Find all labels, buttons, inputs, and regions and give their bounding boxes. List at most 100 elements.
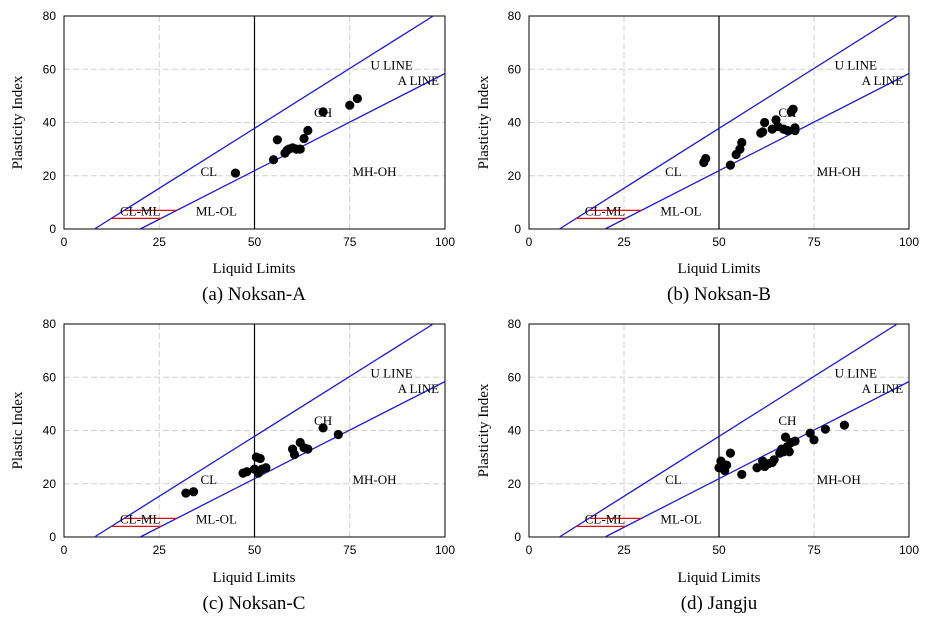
cl-region-label: CL [665,164,682,179]
a-line [604,380,910,538]
data-point [299,133,309,144]
data-point [255,453,265,464]
panel-caption: (d) Jangju [681,593,758,614]
cl-ml-region-label: CL-ML [120,512,161,527]
data-point [809,435,819,445]
data-point [242,467,252,477]
y-tick-label: 20 [508,477,522,491]
data-point [345,100,355,110]
data-point [725,448,736,458]
ml-ol-region-label: ML-OL [196,204,237,219]
data-point [820,424,831,434]
y-tick-label: 40 [508,424,522,438]
x-tick-label: 100 [899,543,919,557]
y-tick-label: 80 [43,9,57,23]
a-line-label: A LINE [862,73,904,88]
x-tick-label: 0 [526,235,533,249]
data-point [289,449,300,460]
x-tick-label: 50 [712,543,726,557]
cl-ml-region-label: CL-ML [585,204,626,219]
data-point [737,469,747,480]
x-tick-label: 25 [153,235,167,249]
u-line [94,15,434,230]
y-tick-label: 60 [508,62,522,76]
y-tick-label: 20 [43,169,57,183]
u-line-label: U LINE [371,57,413,72]
y-tick-label: 40 [43,116,57,130]
ml-ol-region-label: ML-OL [660,512,701,527]
data-point [839,420,850,430]
y-tick-label: 0 [49,222,56,236]
x-tick-label: 50 [248,235,262,249]
data-point [303,444,313,454]
ml-ol-region-label: ML-OL [660,204,701,219]
x-tick-label: 100 [435,543,455,557]
u-line-label: U LINE [371,365,413,380]
y-axis-title: Plasticity Index [476,383,492,477]
x-axis-title: Liquid Limits [213,570,296,586]
y-tick-label: 0 [514,222,521,236]
panel-caption: (c) Noksan-C [203,593,306,614]
panel-d: Plasticity Index Liquid Limits (d) Jangj… [476,317,919,614]
x-tick-label: 75 [343,543,357,557]
data-point [701,153,711,164]
data-point [788,104,798,114]
u-line-label: U LINE [835,365,877,380]
cl-region-label: CL [200,164,217,179]
data-point [318,107,328,117]
x-tick-label: 25 [617,543,631,557]
cl-ml-region-label: CL-ML [585,512,626,527]
cl-region-label: CL [665,472,682,487]
x-tick-label: 0 [61,235,68,249]
mh-oh-region-label: MH-OH [817,472,861,487]
x-tick-label: 0 [526,543,533,557]
y-tick-label: 20 [508,169,522,183]
panel-caption: (a) Noksan-A [202,284,306,305]
u-line-label: U LINE [835,57,877,72]
data-point [318,423,328,433]
x-tick-label: 0 [61,543,68,557]
data-point [758,127,768,137]
x-axis-title: Liquid Limits [678,261,761,277]
data-point [725,160,736,170]
data-point [352,93,362,104]
y-tick-label: 60 [508,370,522,384]
data-point [784,447,794,457]
a-line-label: A LINE [398,73,440,88]
y-tick-label: 60 [43,62,57,76]
y-tick-label: 20 [43,477,57,491]
data-point [261,463,271,473]
data-point [181,488,191,498]
x-tick-label: 75 [807,235,821,249]
data-point [782,125,793,136]
data-point [769,455,779,465]
u-line [559,15,898,230]
mh-oh-region-label: MH-OH [352,164,396,179]
a-line [604,72,910,230]
y-axis-title: Plastic Index [10,391,26,469]
cl-ml-region-label: CL-ML [120,204,161,219]
data-point [805,428,815,438]
x-tick-label: 75 [343,235,357,249]
data-point [188,487,199,497]
data-point [790,436,800,446]
u-line [559,323,898,538]
data-point [737,137,747,148]
data-point [272,135,282,145]
y-tick-label: 80 [508,317,522,331]
data-point [333,429,343,440]
data-point [303,125,313,136]
y-axis-title: Plasticity Index [10,75,26,169]
y-tick-label: 40 [43,424,57,438]
y-tick-label: 80 [43,317,57,331]
data-point [295,144,305,154]
panel-caption: (b) Noksan-B [667,284,771,305]
y-tick-label: 0 [49,530,56,544]
y-tick-label: 60 [43,370,57,384]
data-point [230,168,241,178]
data-point [722,460,732,470]
x-tick-label: 100 [899,235,919,249]
x-tick-label: 75 [807,543,821,557]
y-tick-label: 80 [508,9,522,23]
